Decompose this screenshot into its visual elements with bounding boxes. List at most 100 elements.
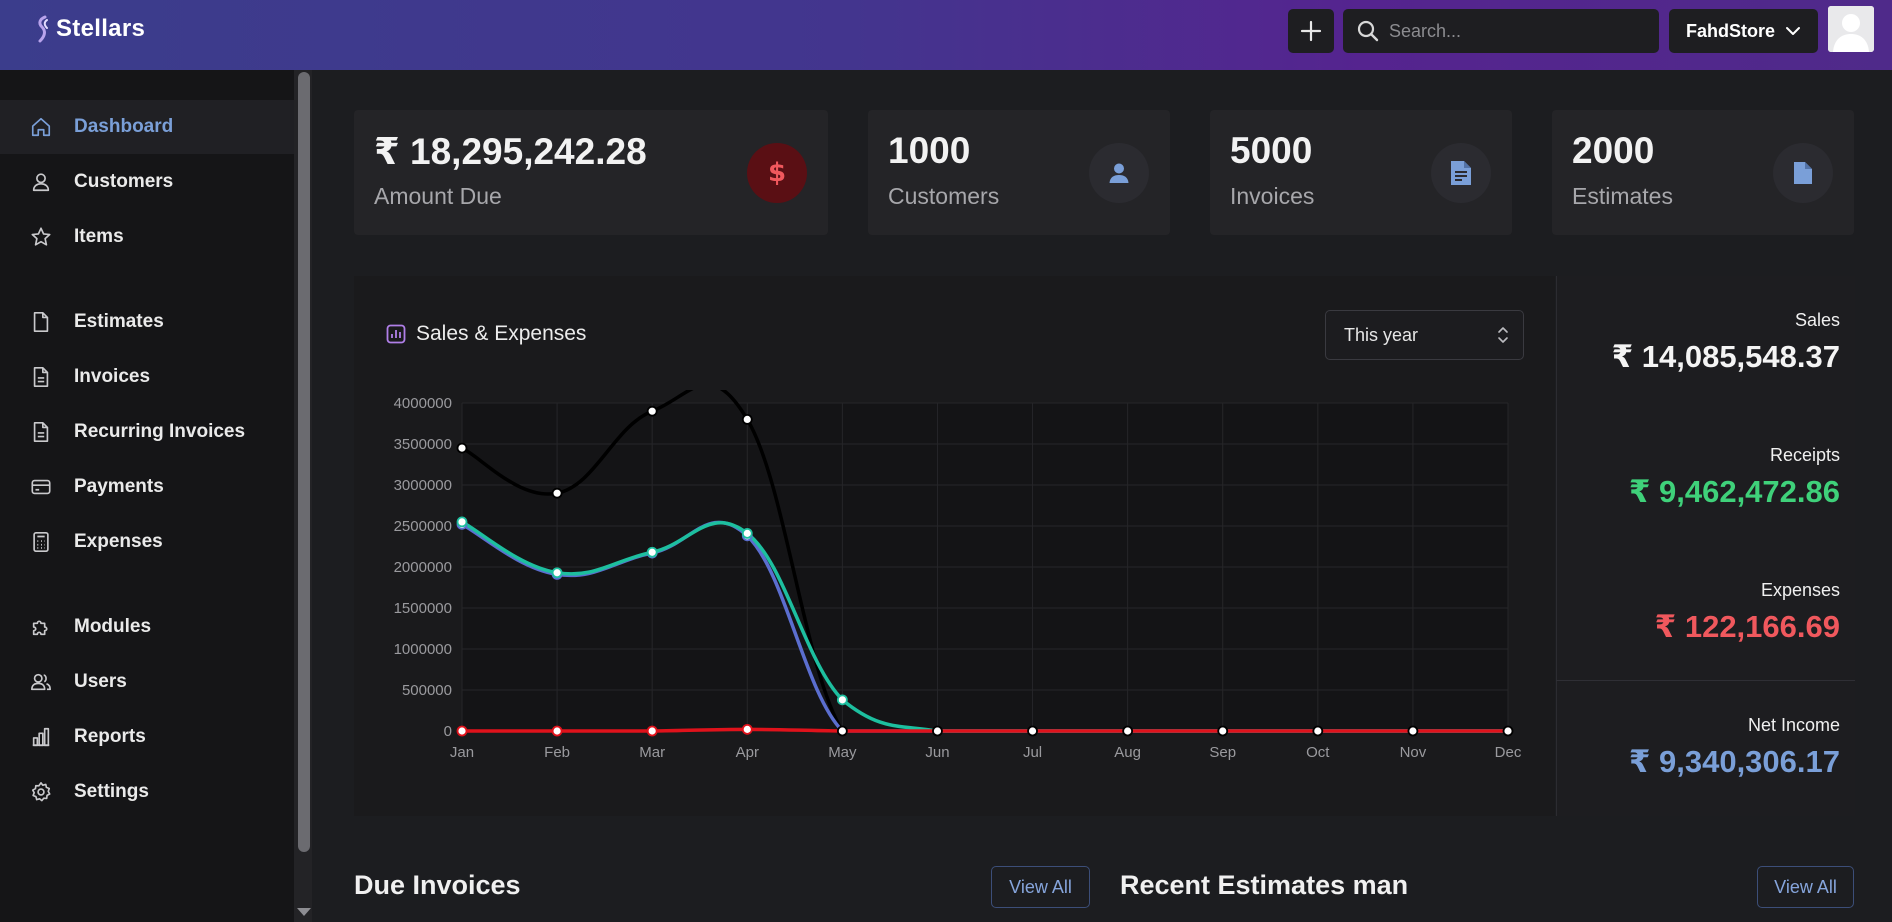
data-point (836, 694, 848, 706)
search-box[interactable] (1343, 9, 1659, 53)
y-tick-label: 2000000 (394, 559, 452, 576)
stellars-logo-icon (38, 15, 48, 43)
y-tick-label: 0 (444, 723, 452, 740)
x-tick-label: Aug (1114, 744, 1141, 761)
sidebar-scrollbar-thumb[interactable] (298, 72, 310, 852)
recent-estimates-heading: Recent Estimates man (1120, 870, 1409, 900)
data-point (456, 516, 468, 528)
sidebar-item-label: Customers (74, 171, 174, 192)
x-tick-label: Mar (639, 744, 665, 761)
sidebar-item-estimates[interactable]: Estimates (0, 295, 294, 349)
scroll-down-arrow-icon[interactable] (297, 908, 311, 916)
customers-card[interactable]: 1000 Customers (868, 110, 1170, 235)
estimates-label: Estimates (1572, 183, 1673, 209)
sidebar-item-label: Invoices (74, 366, 151, 387)
amount-due-value: ₹ 18,295,242.28 (374, 131, 647, 172)
view-all-invoices-button[interactable]: View All (991, 866, 1090, 908)
bar-chart-icon (32, 727, 50, 747)
sidebar-item-label: Reports (74, 726, 146, 747)
data-point (456, 725, 468, 737)
store-name: FahdStore (1685, 20, 1775, 41)
period-select[interactable]: This year (1325, 310, 1524, 360)
plus-icon (1300, 20, 1322, 42)
home-icon (31, 117, 51, 137)
sales-value: ₹ 14,085,548.37 (1611, 339, 1840, 374)
net-income-label: Net Income (1747, 715, 1840, 735)
x-tick-label: Nov (1400, 744, 1427, 761)
amount-due-card[interactable]: ₹ 18,295,242.28 Amount Due $ (354, 110, 828, 235)
data-point (646, 546, 658, 558)
calculator-icon (33, 532, 49, 552)
sidebar-item-users[interactable]: Users (0, 655, 294, 709)
data-point (932, 725, 943, 737)
net-income-value: ₹ 9,340,306.17 (1628, 744, 1840, 779)
chart-header: Sales & Expenses (386, 322, 586, 346)
avatar-placeholder-icon (1828, 6, 1874, 52)
sidebar-item-payments[interactable]: Payments (0, 460, 294, 514)
gear-icon (31, 782, 51, 802)
puzzle-icon (32, 620, 48, 636)
data-point (646, 725, 658, 737)
x-tick-label: Dec (1495, 744, 1522, 761)
invoices-value: 5000 (1230, 130, 1313, 171)
sidebar-item-items[interactable]: Items (0, 210, 294, 264)
sort-arrows-icon (1498, 327, 1508, 343)
search-input[interactable] (1389, 20, 1639, 42)
y-tick-label: 1500000 (394, 600, 452, 617)
document-icon (33, 422, 49, 442)
data-point (1027, 725, 1038, 737)
sidebar-item-label: Dashboard (74, 116, 174, 137)
user-icon (32, 173, 50, 192)
x-tick-label: Apr (736, 744, 759, 761)
data-point (741, 413, 753, 425)
receipts-value: ₹ 9,462,472.86 (1628, 474, 1840, 509)
sidebar-item-label: Users (74, 671, 127, 692)
sidebar-item-dashboard[interactable]: Dashboard (0, 100, 294, 154)
document-icon (33, 367, 49, 387)
chevron-down-icon (1786, 27, 1800, 35)
y-tick-label: 3000000 (394, 477, 452, 494)
brand-name: Stellars (56, 15, 146, 42)
receipts-label: Receipts (1769, 445, 1840, 465)
period-select-value: This year (1344, 324, 1419, 345)
sales-summary: Sales ₹ 14,085,548.37 (1612, 310, 1840, 375)
data-point (1122, 725, 1134, 737)
dollar-icon: $ (747, 143, 807, 203)
sidebar-item-modules[interactable]: Modules (0, 600, 294, 654)
sidebar-item-settings[interactable]: Settings (0, 765, 294, 819)
data-point (1312, 725, 1324, 737)
data-point (551, 725, 563, 737)
credit-card-icon (31, 479, 51, 495)
data-point (836, 725, 848, 737)
data-point (1407, 725, 1419, 737)
x-tick-label: Oct (1306, 744, 1330, 761)
estimates-value: 2000 (1572, 130, 1655, 171)
expenses-value: ₹ 122,166.69 (1654, 609, 1840, 644)
sidebar-item-recurring-invoices[interactable]: Recurring Invoices (0, 405, 294, 459)
x-tick-label: Sep (1209, 744, 1236, 761)
sidebar-item-reports[interactable]: Reports (0, 710, 294, 764)
add-new-button[interactable] (1288, 9, 1334, 53)
sidebar (0, 70, 294, 922)
estimates-card[interactable]: 2000 Estimates (1552, 110, 1854, 235)
top-header: Stellars FahdStore (0, 0, 1892, 70)
brand-logo[interactable]: Stellars (34, 14, 145, 44)
user-avatar[interactable] (1828, 6, 1874, 52)
store-switcher-button[interactable]: FahdStore (1669, 9, 1818, 53)
sidebar-item-label: Estimates (74, 311, 164, 332)
sales-expenses-chart[interactable]: 4000000 3500000 3000000 2500000 2000000 15000… (354, 390, 1554, 770)
view-all-estimates-button[interactable]: View All (1757, 866, 1854, 908)
summary-panel (1556, 276, 1855, 816)
y-tick-label: 500000 (402, 682, 452, 699)
sidebar-item-invoices[interactable]: Invoices (0, 350, 294, 404)
data-point (741, 723, 753, 735)
sidebar-item-customers[interactable]: Customers (0, 155, 294, 209)
y-tick-label: 2500000 (394, 518, 452, 535)
series-line (461, 727, 1508, 733)
receipts-summary: Receipts ₹ 9,462,472.86 (1629, 445, 1840, 510)
sidebar-item-label: Modules (74, 616, 152, 637)
data-point (1502, 725, 1514, 737)
data-point (646, 405, 658, 417)
sidebar-item-expenses[interactable]: Expenses (0, 515, 294, 569)
invoices-card[interactable]: 5000 Invoices (1210, 110, 1512, 235)
